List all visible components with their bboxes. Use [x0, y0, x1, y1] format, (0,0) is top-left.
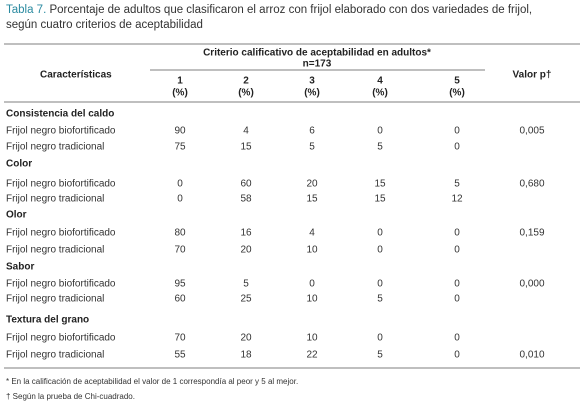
cell-value: 0: [177, 179, 183, 190]
cell-value: 10: [306, 333, 318, 344]
row-label: Frijol negro tradicional: [6, 350, 104, 361]
cell-value: 5: [377, 142, 383, 153]
n-header: n=173: [303, 59, 332, 70]
cell-value: 0: [377, 279, 383, 290]
cell-value: 70: [174, 333, 186, 344]
cell-value: 10: [306, 245, 318, 256]
footnote: * En la calificación de aceptabilidad el…: [6, 377, 298, 386]
cell-value: 70: [174, 245, 186, 256]
cell-value: 20: [306, 179, 318, 190]
row-label: Frijol negro tradicional: [6, 245, 104, 256]
section-name: Sabor: [6, 262, 34, 273]
cell-value: 15: [306, 194, 318, 205]
cell-value: 5: [309, 142, 315, 153]
cell-value: 0: [377, 228, 383, 239]
column-number: 3: [309, 76, 315, 87]
cell-value: 90: [174, 126, 186, 137]
column-number: 4: [377, 76, 383, 87]
cell-value: 4: [243, 126, 249, 137]
cell-value: 0: [454, 294, 460, 305]
cell-value: 60: [240, 179, 252, 190]
row-label: Frijol negro tradicional: [6, 294, 104, 305]
cell-value: 0: [454, 245, 460, 256]
section-name: Olor: [6, 210, 27, 221]
cell-value: 60: [174, 294, 186, 305]
cell-value: 12: [451, 194, 463, 205]
p-value: 0,010: [519, 350, 544, 361]
cell-value: 80: [174, 228, 186, 239]
cell-value: 16: [240, 228, 252, 239]
cell-value: 4: [309, 228, 315, 239]
characteristics-header: Características: [40, 70, 112, 81]
table-title: Tabla 7. Porcentaje de adultos que clasi…: [6, 3, 566, 33]
column-unit: (%): [238, 88, 254, 99]
column-number: 1: [177, 76, 183, 87]
cell-value: 0: [377, 333, 383, 344]
cell-value: 5: [377, 294, 383, 305]
cell-value: 5: [454, 179, 460, 190]
cell-value: 55: [174, 350, 186, 361]
cell-value: 0: [454, 333, 460, 344]
cell-value: 18: [240, 350, 252, 361]
footnote: † Según la prueba de Chi-cuadrado.: [6, 392, 135, 401]
cell-value: 0: [309, 279, 315, 290]
row-label: Frijol negro biofortificado: [6, 228, 116, 239]
cell-value: 0: [454, 279, 460, 290]
row-label: Frijol negro tradicional: [6, 142, 104, 153]
cell-value: 5: [243, 279, 249, 290]
p-value: 0,159: [519, 228, 544, 239]
cell-value: 15: [240, 142, 252, 153]
cell-value: 75: [174, 142, 186, 153]
cell-value: 0: [454, 126, 460, 137]
cell-value: 25: [240, 294, 252, 305]
column-number: 2: [243, 76, 249, 87]
cell-value: 10: [306, 294, 318, 305]
column-unit: (%): [172, 88, 188, 99]
cell-value: 20: [240, 245, 252, 256]
cell-value: 95: [174, 279, 186, 290]
cell-value: 58: [240, 194, 252, 205]
row-label: Frijol negro biofortificado: [6, 126, 116, 137]
column-unit: (%): [449, 88, 465, 99]
cell-value: 0: [377, 126, 383, 137]
row-label: Frijol negro tradicional: [6, 194, 104, 205]
cell-value: 5: [377, 350, 383, 361]
cell-value: 6: [309, 126, 315, 137]
p-value: 0,000: [519, 279, 544, 290]
row-label: Frijol negro biofortificado: [6, 279, 116, 290]
column-unit: (%): [304, 88, 320, 99]
row-label: Frijol negro biofortificado: [6, 179, 116, 190]
section-name: Color: [6, 159, 32, 170]
cell-value: 15: [374, 194, 386, 205]
cell-value: 0: [377, 245, 383, 256]
p-value: 0,680: [519, 179, 544, 190]
cell-value: 0: [454, 142, 460, 153]
cell-value: 15: [374, 179, 386, 190]
criterion-header: Criterio calificativo de aceptabilidad e…: [203, 48, 431, 59]
cell-value: 0: [177, 194, 183, 205]
p-header: Valor p†: [513, 70, 552, 81]
cell-value: 0: [454, 350, 460, 361]
section-name: Textura del grano: [6, 315, 89, 326]
row-label: Frijol negro biofortificado: [6, 333, 116, 344]
column-unit: (%): [372, 88, 388, 99]
cell-value: 20: [240, 333, 252, 344]
cell-value: 0: [454, 228, 460, 239]
column-number: 5: [454, 76, 460, 87]
p-value: 0,005: [519, 126, 544, 137]
title-label: Tabla 7.: [6, 4, 47, 16]
title-text: Porcentaje de adultos que clasificaron e…: [6, 4, 533, 31]
cell-value: 22: [306, 350, 318, 361]
section-name: Consistencia del caldo: [6, 109, 114, 120]
